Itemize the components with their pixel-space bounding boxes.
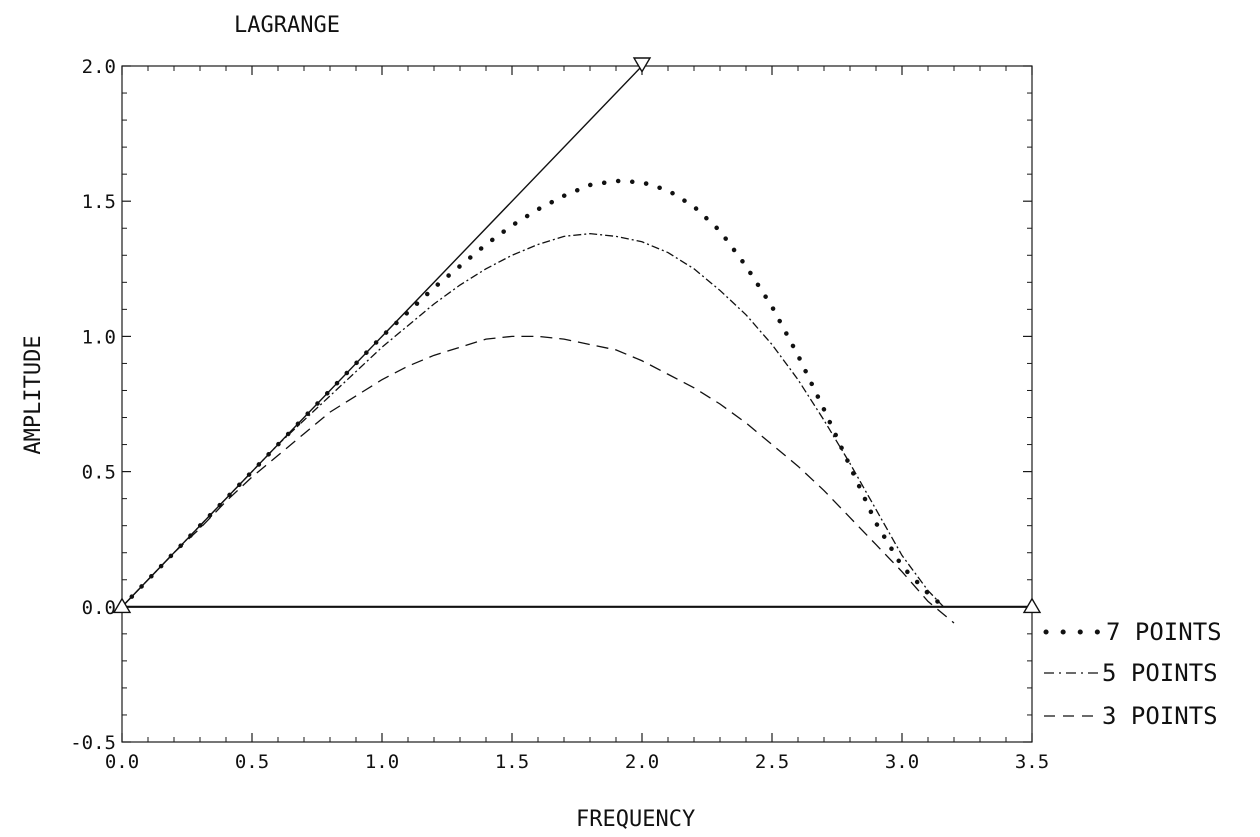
- series-line-5-points: [121, 232, 945, 608]
- x-tick-label: 3.5: [1015, 751, 1049, 773]
- x-axis-label: FREQUENCY: [576, 807, 695, 832]
- x-tick-label: 0.5: [235, 751, 269, 773]
- x-tick-label: 1.0: [365, 751, 399, 773]
- x-tick-label: 1.5: [495, 751, 529, 773]
- y-tick-label: 1.0: [82, 326, 116, 348]
- y-tick-label: -0.5: [70, 732, 116, 754]
- markers-group: [112, 57, 1042, 614]
- y-tick-label: 2.0: [82, 56, 116, 78]
- legend-entry-7-points: 7 POINTS: [1043, 618, 1222, 646]
- legend-entry-3-points: 3 POINTS: [1044, 702, 1218, 730]
- y-tick-label: 0.5: [82, 462, 116, 484]
- y-tick-label: 0.0: [82, 597, 116, 619]
- marker-triangle-down: [632, 57, 652, 73]
- x-tick-label: 0.0: [105, 751, 139, 773]
- legend-label-3-points: 3 POINTS: [1102, 702, 1218, 730]
- legend-entry-5-points: 5 POINTS: [1044, 659, 1218, 687]
- plot-frame: [121, 65, 1033, 743]
- legend: 7 POINTS 5 POINTS 3 POINTS: [1043, 618, 1222, 730]
- series-line-3-points: [121, 335, 955, 624]
- y-axis-label: AMPLITUDE: [21, 335, 46, 454]
- axis-ticks: 0.0 0.5 1.0 1.5 2.0 2.5 3.0 3.5-0.50.00.51.01.5…: [70, 56, 1049, 773]
- reference-lines: [121, 65, 1032, 608]
- series-line-7-points: [119, 178, 946, 610]
- marker-triangle-up: [112, 597, 132, 614]
- legend-label-5-points: 5 POINTS: [1102, 659, 1218, 687]
- x-tick-label: 2.5: [755, 751, 789, 773]
- legend-label-7-points: 7 POINTS: [1106, 618, 1222, 646]
- marker-triangle-up: [1022, 597, 1042, 614]
- x-tick-label: 3.0: [885, 751, 919, 773]
- series-group: [119, 178, 955, 624]
- chart-title: LAGRANGE: [234, 13, 340, 38]
- x-tick-label: 2.0: [625, 751, 659, 773]
- y-tick-label: 1.5: [82, 191, 116, 213]
